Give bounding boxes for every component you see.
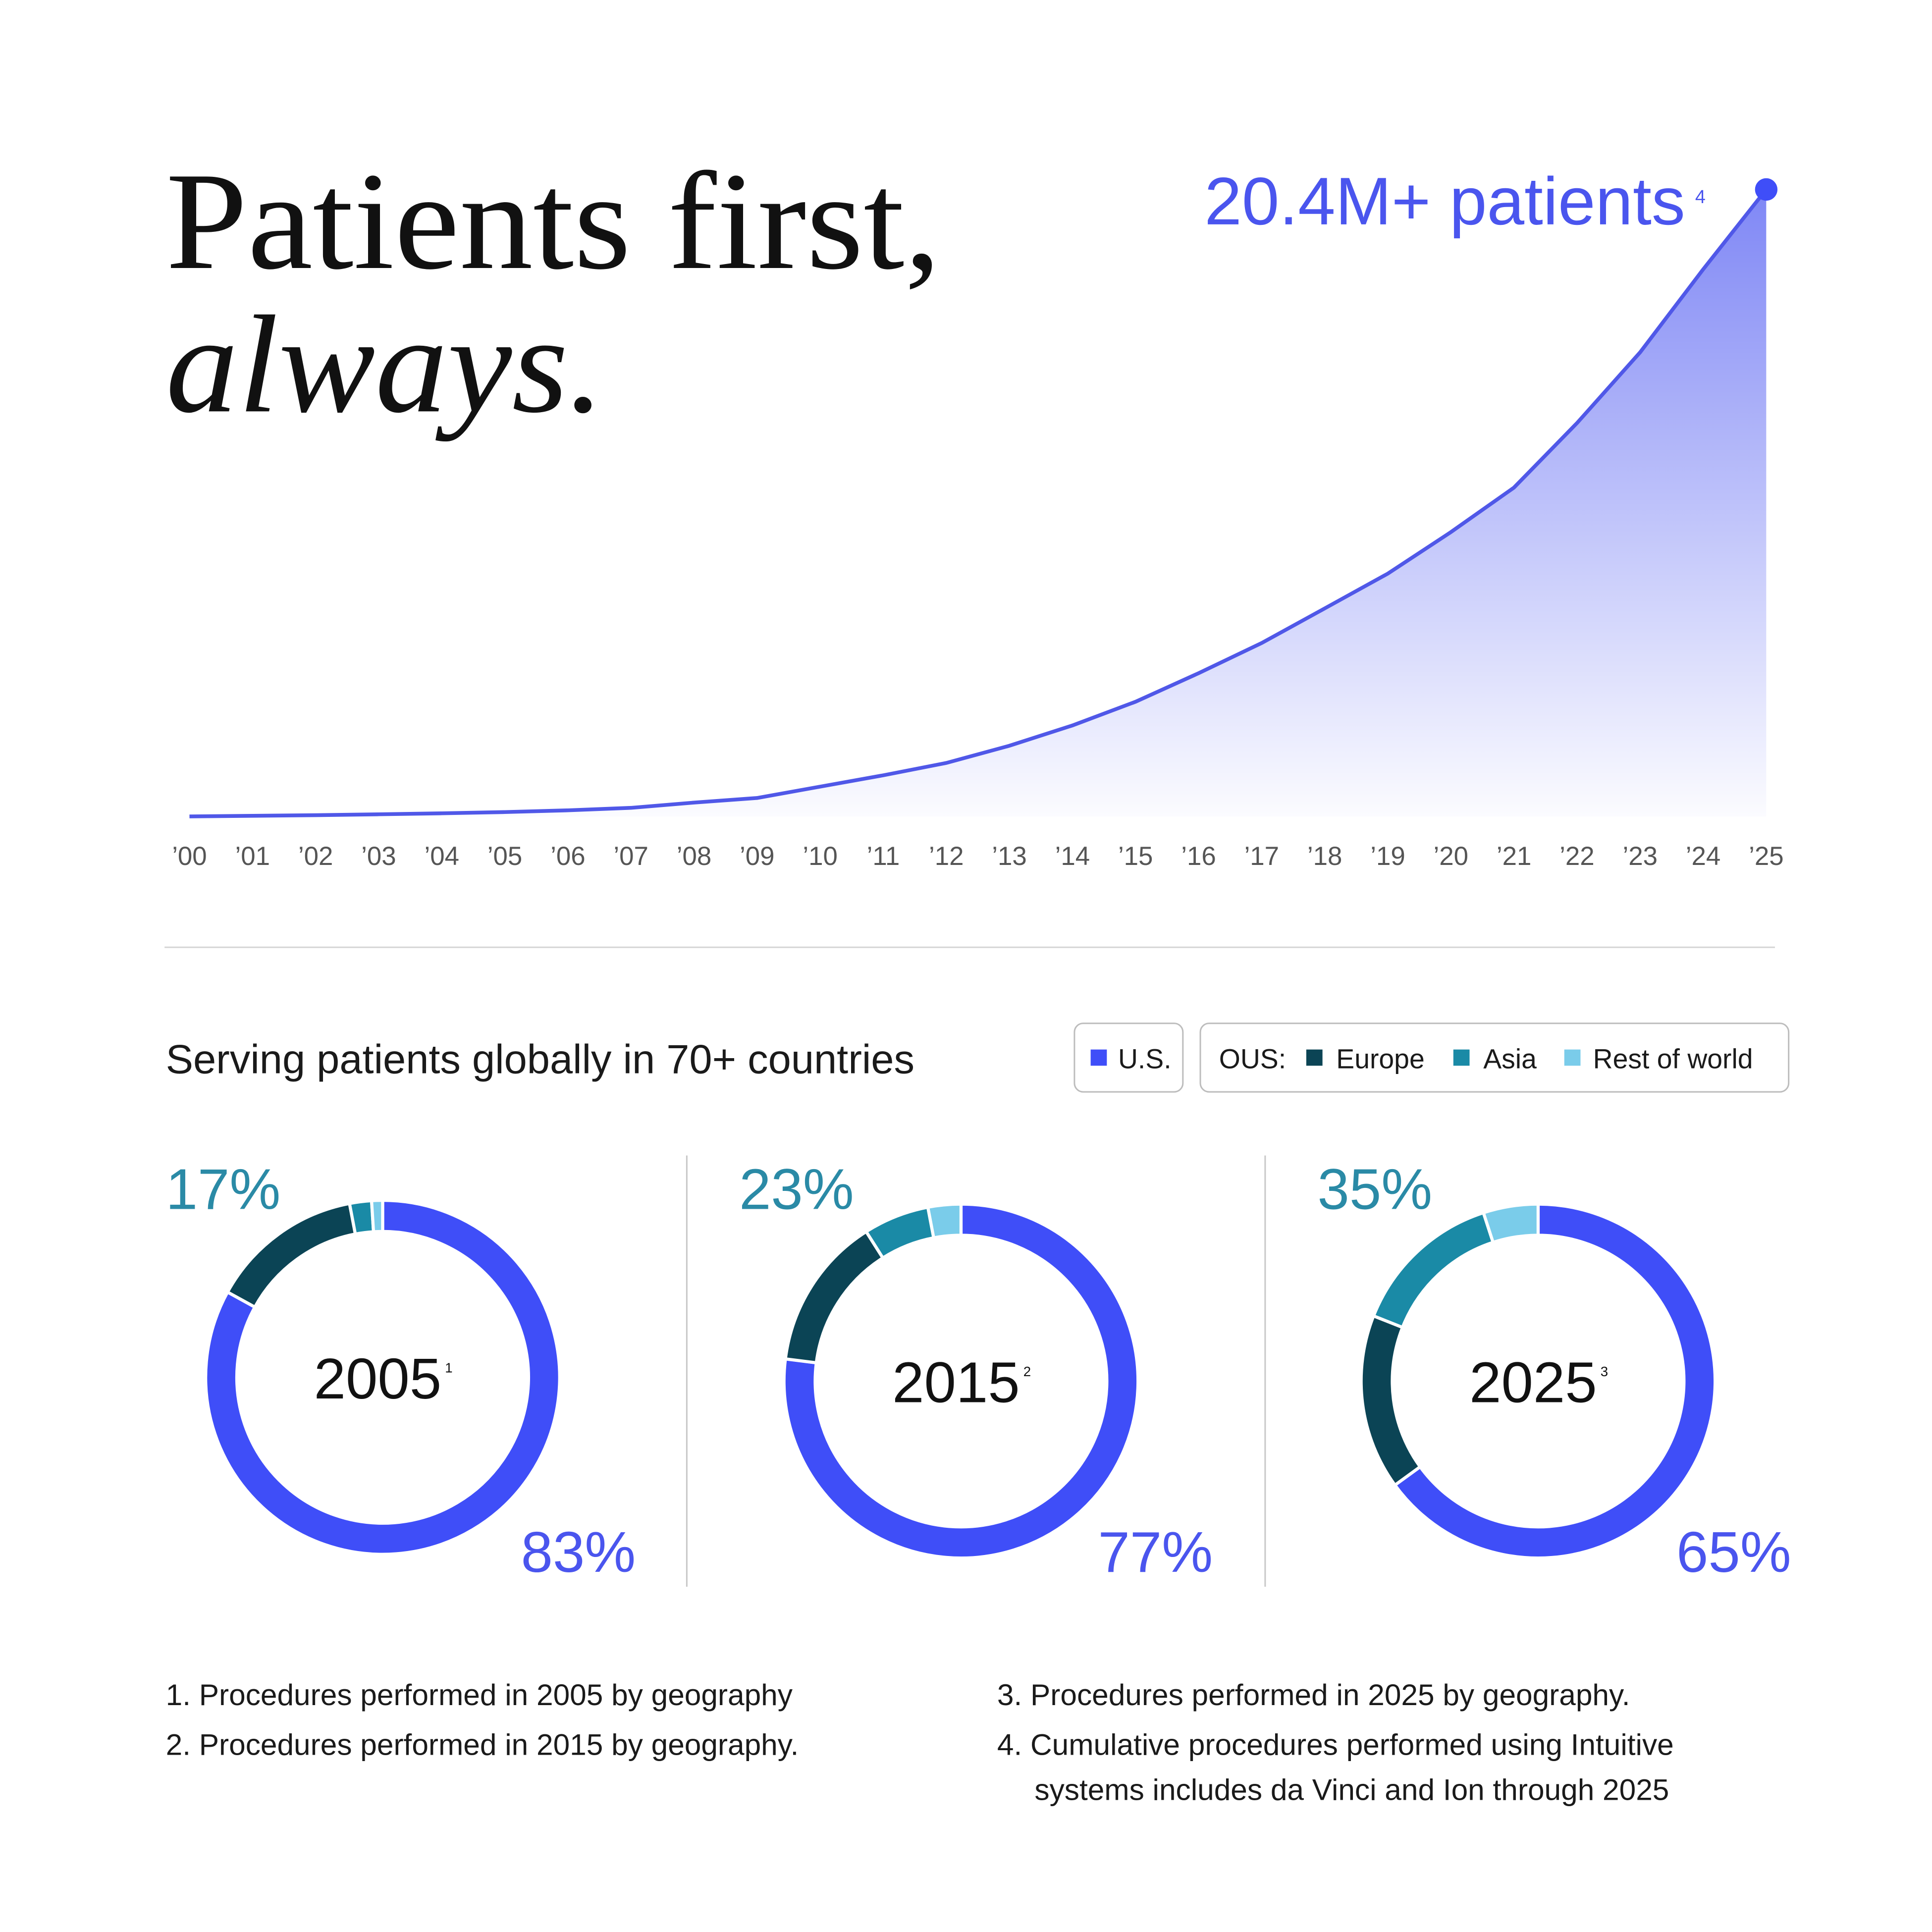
x-tick-label: ’14 [1055, 842, 1090, 871]
x-tick-label: ’24 [1686, 842, 1721, 871]
donut-slice [1481, 1202, 1540, 1244]
donut-slice [1393, 1202, 1717, 1560]
x-tick-label: ’16 [1181, 842, 1216, 871]
donut-center-label: 2005 [314, 1346, 441, 1411]
legend-label: Asia [1483, 1043, 1537, 1074]
x-tick-label: ’01 [235, 842, 270, 871]
line [189, 188, 1768, 818]
donut-center-ref: 3 [1601, 1364, 1608, 1379]
legend-label: Europe [1336, 1043, 1424, 1074]
annotation-ref: 4 [1695, 186, 1706, 207]
x-tick-label: ’00 [172, 842, 207, 871]
x-tick-label: ’18 [1307, 842, 1342, 871]
ous-label: 35% [1318, 1157, 1433, 1222]
legend-group-label: OUS: [1219, 1043, 1286, 1074]
ous-label: 23% [739, 1157, 854, 1222]
us-label: 83% [521, 1520, 636, 1584]
x-tick-label: ’15 [1118, 842, 1153, 871]
x-tick-label: ’22 [1559, 842, 1595, 871]
ous-label: 17% [166, 1157, 281, 1222]
donut-slice [864, 1205, 936, 1260]
donut-center-label: 2025 [1469, 1350, 1597, 1415]
x-tick-label: ’06 [550, 842, 586, 871]
donut-slice [370, 1198, 384, 1234]
legend-swatch [1306, 1049, 1323, 1066]
x-tick-label: ’05 [487, 842, 522, 871]
x-tick-label: ’03 [361, 842, 396, 871]
x-tick-label: ’08 [677, 842, 712, 871]
x-tick-label: ’10 [803, 842, 837, 871]
donut-slice [347, 1199, 376, 1236]
x-tick-label: ’21 [1497, 842, 1532, 871]
legend-label: U.S. [1118, 1043, 1172, 1074]
x-tick-label: ’07 [613, 842, 648, 871]
title-line: always. [166, 287, 605, 442]
x-tick-label: ’20 [1434, 842, 1469, 871]
legend-swatch [1090, 1049, 1107, 1066]
end-dot [1755, 178, 1777, 201]
x-tick-label: ’02 [298, 842, 333, 871]
x-tick-label: ’17 [1244, 842, 1280, 871]
donut-slice [782, 1202, 1140, 1560]
footnote: 3. Procedures performed in 2025 by geogr… [997, 1678, 1630, 1712]
annotation: 20.4M+ patients [1204, 163, 1685, 239]
x-tick-label: ’25 [1749, 842, 1784, 871]
x-tick-label: ’23 [1622, 842, 1658, 871]
legend-swatch [1564, 1049, 1581, 1066]
x-tick-label: ’11 [867, 842, 900, 871]
legend-label: Rest of world [1593, 1043, 1753, 1074]
x-tick-label: ’13 [992, 842, 1026, 871]
donut-center-label: 2015 [892, 1350, 1020, 1415]
legend-box [1073, 1022, 1184, 1093]
x-tick-label: ’19 [1370, 842, 1405, 871]
donut-slice [926, 1202, 963, 1240]
area [189, 189, 1767, 817]
donut-slice [783, 1229, 885, 1365]
donut-slice [204, 1198, 561, 1556]
x-tick-label: ’09 [740, 842, 775, 871]
x-tick-label: ’04 [424, 842, 459, 871]
subtitle: Serving patients globally in 70+ countri… [166, 1036, 914, 1082]
legend-swatch [1453, 1049, 1470, 1066]
donut-slice [1359, 1314, 1423, 1488]
footnote: 2. Procedures performed in 2015 by geogr… [166, 1728, 799, 1762]
x-tick-label: ’12 [929, 842, 964, 871]
title-line: Patients first, [166, 144, 941, 298]
legend-box [1199, 1022, 1790, 1093]
footnote: 1. Procedures performed in 2005 by geogr… [166, 1678, 793, 1712]
donut-center-ref: 1 [445, 1360, 452, 1375]
footnote: 4. Cumulative procedures performed using… [997, 1728, 1674, 1762]
donut-center-ref: 2 [1023, 1364, 1031, 1379]
footnote: systems includes da Vinci and Ion throug… [1034, 1772, 1669, 1806]
us-label: 77% [1098, 1520, 1213, 1584]
us-label: 65% [1676, 1520, 1791, 1584]
donut-slice [1371, 1211, 1495, 1330]
